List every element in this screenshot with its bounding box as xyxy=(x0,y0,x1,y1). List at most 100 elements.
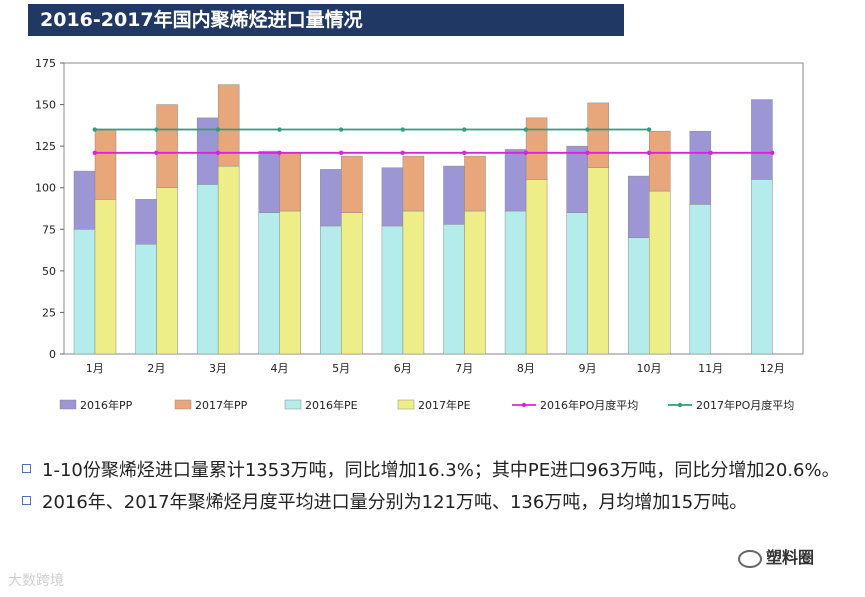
legend-swatch xyxy=(174,399,192,410)
watermark-right-text: 塑料圈 xyxy=(766,548,815,567)
bar-2017-pe xyxy=(464,210,486,355)
bar-2016-pp xyxy=(566,145,588,213)
legend-label: 2017年PP xyxy=(195,398,248,412)
legend-label: 2016年PP xyxy=(80,398,133,412)
x-tick-label: 7月 xyxy=(455,362,473,375)
avg-point-1 xyxy=(154,127,159,132)
avg-point-1 xyxy=(585,127,590,132)
bar-2016-pe xyxy=(258,212,280,355)
avg-point-1 xyxy=(215,127,221,132)
x-tick-label: 11月 xyxy=(698,362,723,375)
y-tick-label: 100 xyxy=(35,182,56,195)
bar-2017-pe xyxy=(279,210,301,355)
avg-point-1 xyxy=(462,127,467,132)
watermark-right: 塑料圈 xyxy=(738,544,814,568)
bar-2017-pp xyxy=(525,117,548,180)
bullet-square-icon xyxy=(22,496,31,506)
x-tick-label: 9月 xyxy=(578,362,596,375)
legend-swatch xyxy=(59,399,77,410)
x-tick-label: 12月 xyxy=(760,362,785,375)
bar-2016-pe xyxy=(381,225,404,355)
bar-2016-pe xyxy=(689,204,712,355)
bar-2017-pe xyxy=(402,210,425,355)
avg-point-0 xyxy=(338,150,344,155)
avg-point-1 xyxy=(646,127,652,132)
bar-2017-pe xyxy=(649,190,671,355)
bar-2016-pp xyxy=(504,149,527,212)
y-tick-label: 175 xyxy=(35,57,56,70)
avg-point-1 xyxy=(277,127,282,132)
avg-point-0 xyxy=(277,150,282,155)
legend-swatch xyxy=(397,399,415,410)
bar-2016-pe xyxy=(73,229,96,355)
bar-2016-pp xyxy=(381,167,404,227)
bar-2016-pe xyxy=(566,212,588,355)
avg-point-0 xyxy=(462,150,467,155)
bar-2016-pp xyxy=(751,99,773,180)
bar-2016-pp xyxy=(196,117,219,185)
plot-area xyxy=(63,62,804,355)
bar-2016-pp xyxy=(320,169,342,227)
bar-2016-pp xyxy=(689,130,712,205)
bar-2016-pe xyxy=(751,179,773,355)
bar-2017-pp xyxy=(156,104,178,188)
import-volume-chart: 0 25 50 75 100 125 150 175 1月 2月 3月 4月 5月 6月 7月 8月 9月 10月… xyxy=(35,57,804,412)
y-tick-label: 125 xyxy=(35,140,56,153)
legend-swatch xyxy=(284,399,302,410)
bar-2016-pp xyxy=(628,175,650,238)
bar-2017-pp xyxy=(341,155,363,213)
x-tick-label: 4月 xyxy=(271,362,289,375)
avg-point-0 xyxy=(585,150,590,155)
legend-label: 2017年PE xyxy=(418,398,471,412)
bar-2017-pe xyxy=(587,167,609,355)
avg-point-0 xyxy=(523,150,529,155)
page-title: 2016-2017年国内聚烯烃进口量情况 xyxy=(28,4,624,36)
x-tick-label: 1月 xyxy=(86,362,104,375)
avg-point-0 xyxy=(646,150,652,155)
bar-2016-pe xyxy=(320,225,342,355)
avg-point-0 xyxy=(708,150,713,155)
bar-2017-pp xyxy=(587,102,609,169)
bar-2016-pp xyxy=(135,199,157,245)
y-tick-label: 75 xyxy=(42,223,56,236)
bar-2017-pp xyxy=(649,130,671,192)
x-tick-label: 10月 xyxy=(637,362,662,375)
avg-point-0 xyxy=(770,150,775,155)
bar-2016-pp xyxy=(73,170,96,230)
legend-label: 2017年PO月度平均 xyxy=(696,398,794,412)
bar-2017-pe xyxy=(525,179,548,355)
y-tick-label: 25 xyxy=(42,306,56,319)
bar-2016-pp xyxy=(443,165,465,225)
avg-point-0 xyxy=(400,150,405,155)
bar-2017-pe xyxy=(341,212,363,355)
avg-point-0 xyxy=(92,150,97,155)
bar-2017-pe xyxy=(94,199,117,355)
avg-point-1 xyxy=(523,127,529,132)
bar-2016-pe xyxy=(443,224,465,355)
y-tick-label: 50 xyxy=(42,265,56,278)
watermark-left: 大数跨境 xyxy=(8,573,64,589)
notes-list: 1-10份聚烯烃进口量累计1353万吨，同比增加16.3%；其中PE进口963万… xyxy=(22,458,862,522)
bar-2017-pp xyxy=(94,129,117,200)
note-text: 1-10份聚烯烃进口量累计1353万吨，同比增加16.3%；其中PE进口963万… xyxy=(42,460,840,481)
bar-2016-pe xyxy=(504,210,527,355)
x-tick-label: 5月 xyxy=(332,362,350,375)
bar-2016-pe xyxy=(196,184,219,355)
note-text: 2016年、2017年聚烯烃月度平均进口量分别为121万吨、136万吨，月均增加… xyxy=(42,492,748,514)
avg-point-1 xyxy=(338,127,344,132)
x-tick-label: 3月 xyxy=(209,362,227,375)
bar-2016-pp xyxy=(258,150,280,213)
bullet-square-icon xyxy=(22,464,31,473)
bar-2017-pp xyxy=(279,152,301,212)
bar-2017-pe xyxy=(156,187,178,355)
note-item: 2016年、2017年聚烯烃月度平均进口量分别为121万吨、136万吨，月均增加… xyxy=(22,490,862,516)
legend-point-swatch xyxy=(677,402,683,408)
avg-point-1 xyxy=(92,127,97,132)
legend-label: 2016年PE xyxy=(305,398,358,412)
bar-2016-pe xyxy=(135,244,157,355)
bar-2017-pp xyxy=(217,84,240,167)
avg-point-0 xyxy=(154,150,159,155)
bar-2017-pp xyxy=(464,155,486,212)
legend-point-swatch xyxy=(521,402,527,408)
y-tick-label: 150 xyxy=(35,99,56,112)
